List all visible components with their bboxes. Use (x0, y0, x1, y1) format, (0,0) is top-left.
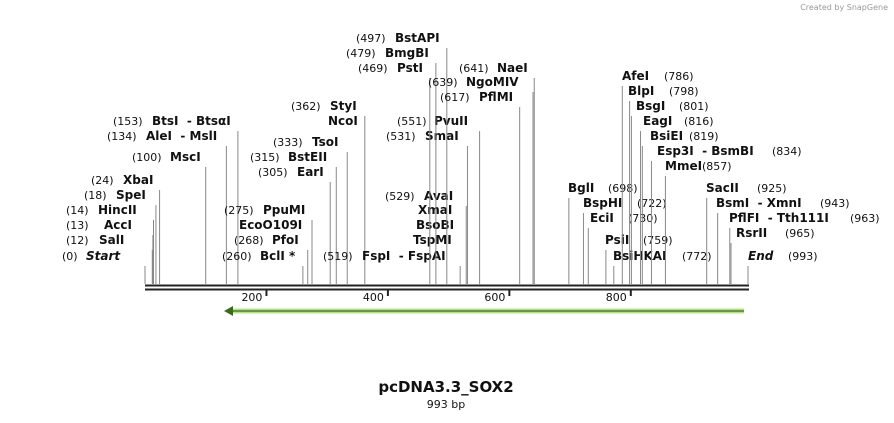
enzyme-name: EarI (297, 165, 324, 179)
enzyme-name: AccI (104, 218, 132, 232)
enzyme-name: End (748, 249, 774, 263)
site-position: (260) (222, 250, 252, 263)
enzyme-name: SacII (706, 181, 739, 195)
enzyme-name: FspI - FspAI (362, 249, 446, 263)
enzyme-name: BstEII (288, 150, 327, 164)
site-position: (12) (66, 234, 89, 247)
enzyme-name: XbaI (123, 173, 153, 187)
enzyme-name: SpeI (116, 188, 146, 202)
ruler-tick-label: 800 (606, 291, 627, 304)
enzyme-name: BstAPI (395, 31, 440, 45)
site-position: (993) (788, 250, 818, 263)
site-position: (639) (428, 76, 458, 89)
site-position: (551) (397, 115, 427, 128)
enzyme-name: BsoBI (416, 218, 454, 232)
site-position: (772) (682, 250, 712, 263)
site-position: (801) (679, 100, 709, 113)
site-position: (531) (386, 130, 416, 143)
enzyme-name: NgoMIV (466, 75, 519, 89)
enzyme-name: BsmI - XmnI (716, 196, 802, 210)
site-position: (479) (346, 47, 376, 60)
enzyme-name: XmaI (418, 203, 452, 217)
site-position: (857) (702, 160, 732, 173)
enzyme-name: PstI (397, 61, 423, 75)
site-position: (0) (62, 250, 78, 263)
enzyme-name: BmgBI (385, 46, 429, 60)
site-position: (100) (132, 151, 162, 164)
length: 993 bp (427, 398, 465, 411)
enzyme-name: EagI (643, 114, 672, 128)
enzyme-name: StyI (330, 99, 357, 113)
site-position: (617) (440, 91, 470, 104)
site-position: (275) (224, 204, 254, 217)
enzyme-name: MmeI (665, 159, 702, 173)
enzyme-name: PvuII (434, 114, 468, 128)
ruler-tick-label: 400 (363, 291, 384, 304)
site-position: (362) (291, 100, 321, 113)
enzyme-name: TsoI (312, 135, 338, 149)
enzyme-name: BsiEI (650, 129, 683, 143)
site-position: (24) (91, 174, 114, 187)
enzyme-name: BlpI (628, 84, 654, 98)
enzyme-name: PpuMI (263, 203, 305, 217)
site-position: (134) (107, 130, 137, 143)
enzyme-name: BtsI - BtsαI (152, 114, 231, 128)
site-position: (13) (66, 219, 89, 232)
enzyme-name: AvaI (424, 189, 453, 203)
site-position: (268) (234, 234, 264, 247)
site-position: (14) (66, 204, 89, 217)
site-position: (18) (84, 189, 107, 202)
enzyme-name: BspHI (583, 196, 622, 210)
enzyme-name: PflFI - Tth111I (729, 211, 829, 225)
site-position: (153) (113, 115, 143, 128)
site-position: (641) (459, 62, 489, 75)
enzyme-name: NaeI (497, 61, 528, 75)
enzyme-name: AleI - MslI (146, 129, 217, 143)
title: pcDNA3.3_SOX2 (378, 378, 513, 396)
enzyme-name: MscI (170, 150, 201, 164)
site-position: (529) (385, 190, 415, 203)
site-position: (965) (785, 227, 815, 240)
site-position: (519) (323, 250, 353, 263)
site-position: (798) (669, 85, 699, 98)
enzyme-name: AfeI (622, 69, 649, 83)
enzyme-name: Esp3I - BsmBI (657, 144, 754, 158)
site-position: (315) (250, 151, 280, 164)
enzyme-name: BsiHKAI (613, 249, 667, 263)
site-position: (469) (358, 62, 388, 75)
enzyme-name: EciI (590, 211, 614, 225)
site-position: (963) (850, 212, 880, 225)
site-position: (834) (772, 145, 802, 158)
site-position: (925) (757, 182, 787, 195)
site-position: (786) (664, 70, 694, 83)
site-position: (816) (684, 115, 714, 128)
enzyme-name: PfoI (272, 233, 299, 247)
watermark: Created by SnapGene (800, 3, 888, 12)
enzyme-name: NcoI (328, 114, 358, 128)
enzyme-name: PsiI (605, 233, 629, 247)
enzyme-name: BsgI (636, 99, 665, 113)
ruler-tick-label: 600 (484, 291, 505, 304)
enzyme-name: SalI (99, 233, 124, 247)
site-position: (759) (643, 234, 673, 247)
site-position: (305) (258, 166, 288, 179)
enzyme-name: BglI (568, 181, 594, 195)
enzyme-name: PflMI (479, 90, 513, 104)
enzyme-name: HincII (98, 203, 137, 217)
enzyme-name: EcoO109I (239, 218, 302, 232)
enzyme-name: Start (86, 249, 121, 263)
site-position: (943) (820, 197, 850, 210)
enzyme-name: BclI * (260, 249, 296, 263)
site-position: (497) (356, 32, 386, 45)
enzyme-name: TspMI (413, 233, 452, 247)
arrow-head (224, 306, 233, 316)
ruler-tick-label: 200 (241, 291, 262, 304)
site-position: (333) (273, 136, 303, 149)
site-position: (819) (689, 130, 719, 143)
enzyme-name: RsrII (736, 226, 767, 240)
enzyme-name: SmaI (425, 129, 459, 143)
